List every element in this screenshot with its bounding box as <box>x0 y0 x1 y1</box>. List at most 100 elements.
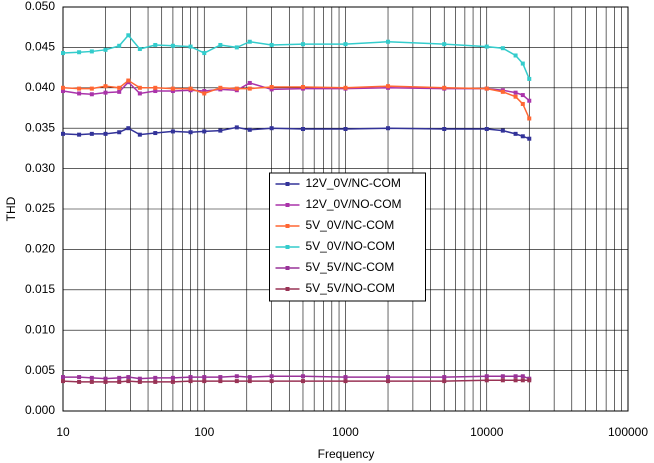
data-point <box>77 50 82 55</box>
data-point <box>117 85 122 90</box>
data-point <box>170 86 175 91</box>
data-point <box>77 91 82 96</box>
data-point <box>77 379 82 384</box>
data-point <box>343 42 348 47</box>
data-point <box>153 375 158 380</box>
data-point <box>442 42 447 47</box>
data-point <box>117 379 122 384</box>
data-point <box>386 126 391 131</box>
data-point <box>188 86 193 91</box>
series-line <box>62 81 530 102</box>
data-point <box>218 375 223 380</box>
data-point <box>89 86 94 91</box>
y-tick-label: 0.000 <box>25 403 55 417</box>
data-point <box>126 33 131 38</box>
data-point <box>442 375 447 380</box>
data-point <box>153 85 158 90</box>
data-point <box>137 376 142 381</box>
data-point <box>300 374 305 379</box>
x-tick-label: 100 <box>194 425 214 439</box>
data-point <box>77 375 82 380</box>
data-point <box>269 126 274 131</box>
data-point <box>343 375 348 380</box>
data-point <box>103 90 108 95</box>
data-point <box>188 379 193 384</box>
data-point <box>247 379 252 384</box>
data-point <box>77 132 82 137</box>
y-tick-label: 0.010 <box>25 322 55 336</box>
data-point <box>61 51 65 56</box>
legend-label: 12V_0V/NC-COM <box>306 176 401 190</box>
data-point <box>126 375 131 380</box>
data-point <box>527 116 532 121</box>
data-point <box>500 89 505 94</box>
legend-label: 5V_0V/NC-COM <box>306 218 395 232</box>
data-point <box>386 84 391 89</box>
data-point <box>343 127 348 132</box>
data-point <box>386 379 391 384</box>
data-point <box>170 89 175 94</box>
legend-marker <box>285 203 290 207</box>
y-axis-label: THD <box>4 196 18 221</box>
series-line <box>63 375 530 380</box>
data-point <box>117 130 122 135</box>
data-point <box>61 89 65 94</box>
data-point <box>126 126 131 131</box>
data-point <box>442 85 447 90</box>
y-tick-label: 0.030 <box>25 161 55 175</box>
data-point <box>202 379 207 384</box>
data-point <box>153 89 158 94</box>
data-point <box>234 374 239 379</box>
data-point <box>300 379 305 384</box>
data-point <box>520 378 525 383</box>
data-point <box>247 375 252 380</box>
data-point <box>89 131 94 136</box>
data-point <box>117 375 122 380</box>
data-point <box>153 379 158 384</box>
data-point <box>188 44 193 49</box>
data-point <box>269 87 274 92</box>
data-point <box>520 93 525 98</box>
data-point <box>117 43 122 48</box>
data-point <box>520 101 525 106</box>
data-point <box>484 86 489 91</box>
legend-marker <box>285 245 290 249</box>
series-line <box>62 379 530 383</box>
data-point <box>484 127 489 132</box>
y-tick-label: 0.040 <box>25 80 55 94</box>
data-point <box>520 134 525 139</box>
data-point <box>103 376 108 381</box>
legend-label: 5V_5V/NC-COM <box>306 260 395 274</box>
data-point <box>137 47 142 52</box>
data-point <box>300 84 305 89</box>
data-point <box>500 378 505 383</box>
data-point <box>247 39 252 44</box>
data-point <box>269 379 274 384</box>
data-point <box>126 78 131 83</box>
data-point <box>170 43 175 48</box>
data-point <box>170 379 175 384</box>
x-tick-label: 10000 <box>470 425 504 439</box>
data-point <box>513 374 518 379</box>
data-point <box>103 379 108 384</box>
data-point <box>484 374 489 379</box>
data-point <box>77 86 82 91</box>
y-tick-label: 0.025 <box>25 201 55 215</box>
data-point <box>61 131 65 136</box>
y-tick-label: 0.005 <box>25 363 55 377</box>
data-point <box>218 128 223 133</box>
data-point <box>500 374 505 379</box>
data-point <box>89 92 94 97</box>
data-point <box>247 80 252 85</box>
data-point <box>520 61 525 66</box>
data-point <box>513 53 518 58</box>
data-point <box>117 89 122 94</box>
legend-marker <box>285 224 290 228</box>
data-point <box>386 375 391 380</box>
data-point <box>442 379 447 384</box>
data-point <box>202 129 207 134</box>
data-point <box>513 90 518 95</box>
data-point <box>527 378 532 383</box>
data-point <box>234 125 239 130</box>
data-point <box>137 85 142 90</box>
